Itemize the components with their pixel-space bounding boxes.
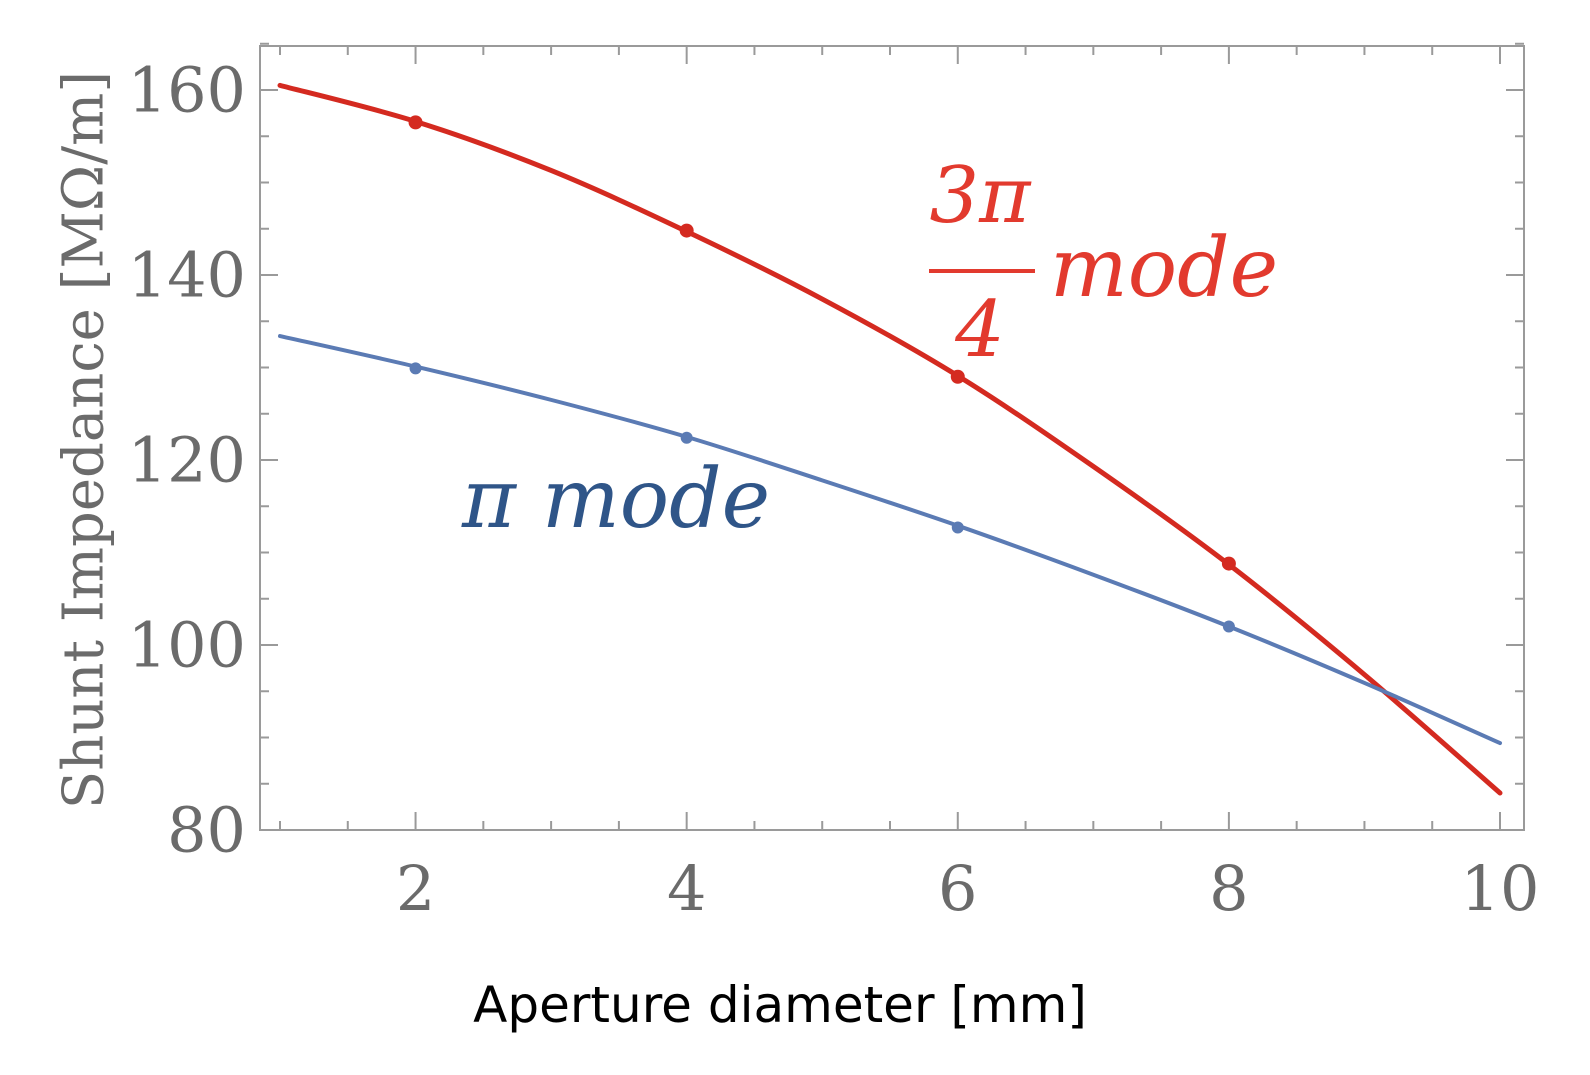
y-tick-label: 120 [128, 424, 246, 497]
annotation-3pi-4-numerator: 3π [930, 151, 1033, 241]
series-3pi-4-mode-point [679, 223, 694, 238]
y-tick-label: 140 [128, 239, 246, 312]
series-3pi-4-mode-point [950, 369, 965, 384]
x-axis-label: Aperture diameter [mm] [473, 976, 1087, 1034]
annotation-pi-mode: π mode [461, 452, 770, 547]
series-3pi-4-mode-point [408, 115, 423, 130]
y-tick-label: 80 [167, 794, 246, 867]
annotation-3pi-4-mode: 3π 4 mode [929, 151, 1278, 375]
x-tick-label: 4 [667, 852, 706, 925]
y-tick-label: 100 [128, 609, 246, 682]
x-tick-label: 2 [396, 852, 435, 925]
x-tick-label: 8 [1209, 852, 1248, 925]
series-pi-mode-line [278, 334, 1502, 746]
y-axis-label: Shunt Impedance [MΩ/m] [52, 71, 117, 809]
plot-frame [259, 45, 1525, 831]
series-pi-mode-point [951, 521, 964, 534]
y-tick-label: 160 [128, 54, 246, 127]
series-pi-mode-point [1222, 620, 1235, 633]
series-pi-mode-point [409, 362, 422, 375]
annotation-3pi-4-mode-text: mode [1050, 221, 1278, 316]
x-tick-label: 10 [1461, 852, 1540, 925]
series-3pi-4-mode-point [1221, 556, 1236, 571]
annotation-3pi-4-denominator: 4 [954, 285, 1005, 375]
series-pi-mode-point [680, 431, 693, 444]
x-tick-label: 6 [938, 852, 977, 925]
series-3pi-4-mode-line [277, 82, 1503, 796]
